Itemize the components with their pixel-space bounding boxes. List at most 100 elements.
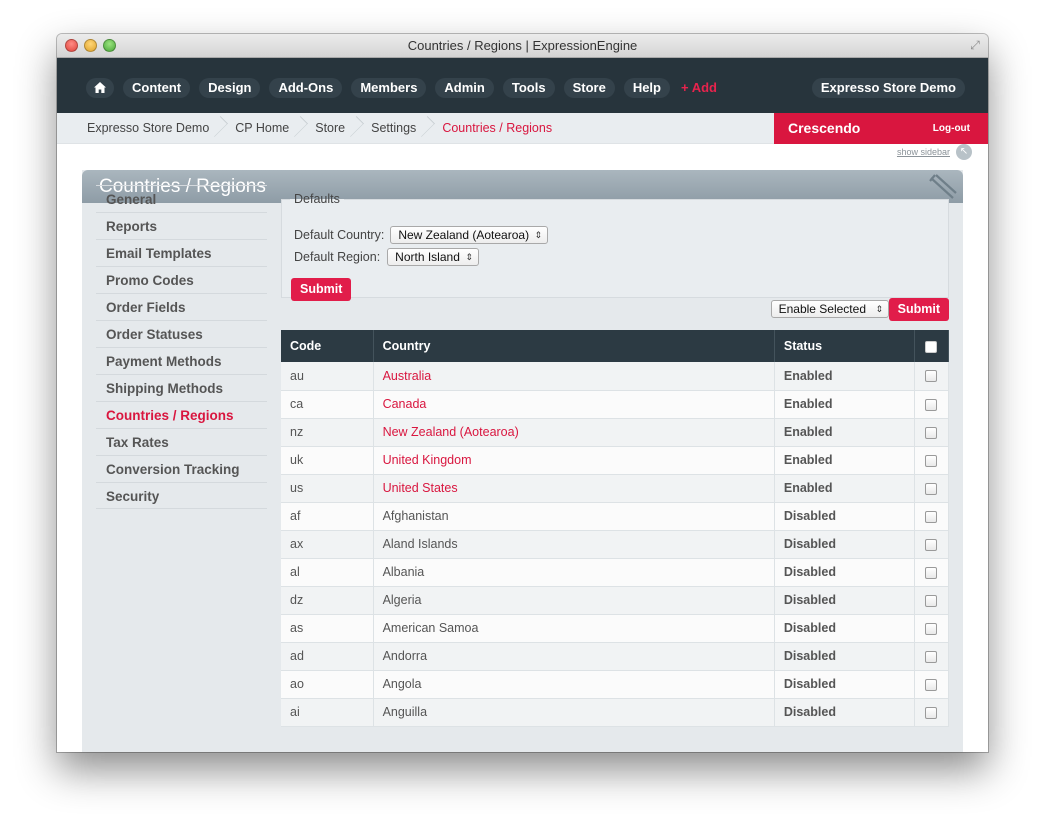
country-name: American Samoa <box>382 621 479 635</box>
store-settings-menu: General Reports Email Templates Promo Codes… <box>96 185 267 509</box>
main-content-area: show sidebar ↖ Countries / Regions Gener… <box>57 144 988 752</box>
table-row: ad Andorra Disabled <box>281 642 950 671</box>
menu-item-reports[interactable]: Reports <box>96 212 267 239</box>
sidebar-toggle-icon[interactable]: ↖ <box>956 144 972 160</box>
row-checkbox[interactable] <box>925 706 938 719</box>
menu-item-promo-codes[interactable]: Promo Codes <box>96 266 267 293</box>
browser-window: Countries / Regions | ExpressionEngine ⤢… <box>57 34 988 752</box>
table-row: au Australia Enabled <box>281 362 950 391</box>
row-checkbox[interactable] <box>925 398 938 411</box>
user-bar: Crescendo Log-out <box>774 113 988 144</box>
country-name[interactable]: Canada <box>382 397 427 411</box>
countries-content: Defaults Default Country: New Zealand (A… <box>281 192 950 727</box>
defaults-submit-button[interactable]: Submit <box>291 278 352 301</box>
row-checkbox[interactable] <box>925 622 938 635</box>
row-checkbox[interactable] <box>925 426 938 439</box>
minimize-window-button[interactable] <box>84 39 97 52</box>
breadcrumb-item-store[interactable]: Store <box>315 113 371 144</box>
status-badge: Disabled <box>774 698 915 727</box>
nav-help[interactable]: Help <box>623 78 670 98</box>
menu-item-general[interactable]: General <box>96 185 267 212</box>
menu-item-order-fields[interactable]: Order Fields <box>96 293 267 320</box>
country-name-cell: United Kingdom <box>373 446 775 475</box>
row-checkbox[interactable] <box>925 510 938 523</box>
table-row: as American Samoa Disabled <box>281 614 950 643</box>
row-select-cell <box>914 502 950 531</box>
row-checkbox[interactable] <box>925 594 938 607</box>
status-badge: Disabled <box>774 670 915 699</box>
row-select-cell <box>914 362 950 391</box>
site-name-button[interactable]: Expresso Store Demo <box>811 78 965 98</box>
row-select-cell <box>914 558 950 587</box>
country-name[interactable]: New Zealand (Aotearoa) <box>382 425 519 439</box>
status-badge: Disabled <box>774 502 915 531</box>
status-badge: Enabled <box>774 390 915 419</box>
nav-add-link[interactable]: + Add <box>680 80 717 95</box>
window-title: Countries / Regions | ExpressionEngine <box>407 38 638 53</box>
country-name[interactable]: Australia <box>382 368 432 383</box>
menu-item-countries-regions[interactable]: Countries / Regions <box>96 401 267 428</box>
logout-link[interactable]: Log-out <box>932 123 970 134</box>
country-name[interactable]: United Kingdom <box>382 453 472 467</box>
nav-members[interactable]: Members <box>351 78 427 98</box>
row-select-cell <box>914 418 950 447</box>
menu-item-security[interactable]: Security <box>96 482 267 509</box>
close-window-button[interactable] <box>65 39 78 52</box>
bulk-action-select[interactable]: Enable Selected <box>770 300 889 318</box>
country-name-cell: New Zealand (Aotearoa) <box>373 418 775 447</box>
menu-item-email-templates[interactable]: Email Templates <box>96 239 267 266</box>
menu-item-tax-rates[interactable]: Tax Rates <box>96 428 267 455</box>
nav-store[interactable]: Store <box>563 78 615 98</box>
country-name-cell: Aland Islands <box>373 530 775 559</box>
default-country-select[interactable]: New Zealand (Aotearoa) <box>390 226 549 244</box>
row-checkbox[interactable] <box>925 482 938 495</box>
default-country-row: Default Country: New Zealand (Aotearoa) <box>294 226 549 244</box>
defaults-fieldset: Defaults Default Country: New Zealand (A… <box>281 192 949 301</box>
breadcrumb-item-expresso-store-demo[interactable]: Expresso Store Demo <box>87 113 235 144</box>
status-column-header[interactable]: Status <box>774 330 915 362</box>
username-link[interactable]: Crescendo <box>788 120 861 136</box>
country-name-cell: Angola <box>373 670 775 699</box>
bulk-action-bar: Enable Selected Submit <box>281 298 949 330</box>
country-name[interactable]: United States <box>382 481 458 495</box>
select-all-checkbox[interactable] <box>925 340 938 353</box>
row-select-cell <box>914 446 950 475</box>
nav-tools[interactable]: Tools <box>502 78 555 98</box>
select-all-header <box>914 330 950 362</box>
home-button[interactable] <box>86 78 114 98</box>
row-select-cell <box>914 390 950 419</box>
country-name: Afghanistan <box>382 509 449 523</box>
nav-content[interactable]: Content <box>123 78 191 98</box>
row-select-cell <box>914 530 950 559</box>
nav-add-ons[interactable]: Add-Ons <box>269 78 343 98</box>
row-checkbox[interactable] <box>925 678 938 691</box>
country-name: Angola <box>382 677 422 691</box>
zoom-window-button[interactable] <box>103 39 116 52</box>
country-name-cell: Australia <box>373 362 775 391</box>
row-checkbox[interactable] <box>925 538 938 551</box>
row-checkbox[interactable] <box>925 454 938 467</box>
row-checkbox[interactable] <box>925 566 938 579</box>
code-column-header[interactable]: Code <box>281 330 374 362</box>
default-region-select[interactable]: North Island <box>387 248 479 266</box>
country-column-header[interactable]: Country <box>373 330 775 362</box>
nav-design[interactable]: Design <box>199 78 261 98</box>
row-checkbox[interactable] <box>925 370 938 383</box>
menu-item-order-statuses[interactable]: Order Statuses <box>96 320 267 347</box>
row-checkbox[interactable] <box>925 650 938 663</box>
country-code-cell: au <box>281 362 374 391</box>
menu-item-conversion-tracking[interactable]: Conversion Tracking <box>96 455 267 482</box>
country-name-cell: Afghanistan <box>373 502 775 531</box>
table-row: af Afghanistan Disabled <box>281 502 950 531</box>
nav-admin[interactable]: Admin <box>435 78 494 98</box>
breadcrumb-item-cp-home[interactable]: CP Home <box>235 113 315 144</box>
show-sidebar-link[interactable]: show sidebar <box>896 147 950 157</box>
bulk-submit-button[interactable]: Submit <box>888 298 949 321</box>
fullscreen-icon[interactable]: ⤢ <box>970 38 980 52</box>
country-code-cell: ax <box>281 530 374 559</box>
breadcrumb-item-settings[interactable]: Settings <box>371 113 442 144</box>
menu-item-payment-methods[interactable]: Payment Methods <box>96 347 267 374</box>
menu-item-shipping-methods[interactable]: Shipping Methods <box>96 374 267 401</box>
pencil-icon <box>929 174 957 199</box>
table-row: dz Algeria Disabled <box>281 586 950 615</box>
